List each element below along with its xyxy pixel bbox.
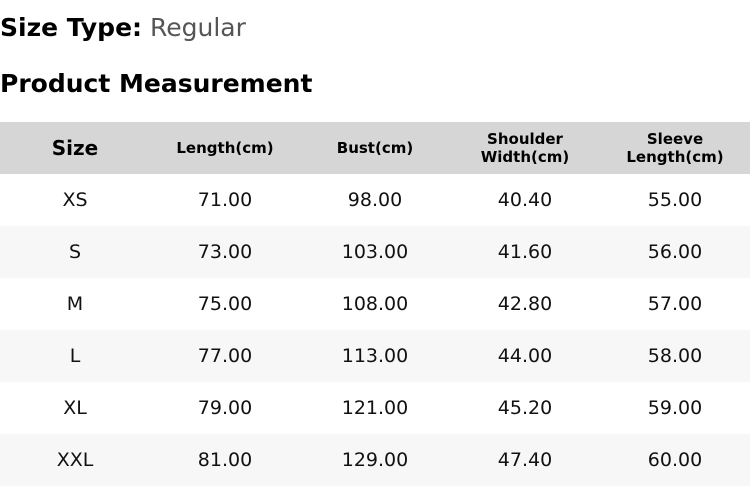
cell-sleeve-length: 60.00 <box>647 449 703 471</box>
cell-length: 77.00 <box>197 345 253 367</box>
header-shoulder-width-label: Shoulder Width(cm) <box>480 130 570 166</box>
table-row: XS 71.00 98.00 40.40 55.00 <box>0 174 750 226</box>
cell-size: XL <box>63 397 87 419</box>
cell-sleeve-length: 55.00 <box>647 189 703 211</box>
cell-shoulder-width: 40.40 <box>497 189 553 211</box>
cell-bust: 103.00 <box>341 241 409 263</box>
cell-length: 73.00 <box>197 241 253 263</box>
table-header-row: Size Length(cm) Bust(cm) Shoulder Width(… <box>0 122 750 174</box>
cell-shoulder-width: 42.80 <box>497 293 553 315</box>
cell-size: S <box>68 241 82 263</box>
header-length: Length(cm) <box>176 139 274 157</box>
header-size: Size <box>51 136 99 160</box>
cell-bust: 98.00 <box>347 189 403 211</box>
cell-size: L <box>69 345 81 367</box>
cell-bust: 129.00 <box>341 449 409 471</box>
cell-length: 71.00 <box>197 189 253 211</box>
table-row: XL 79.00 121.00 45.20 59.00 <box>0 382 750 434</box>
cell-size: XXL <box>56 449 94 471</box>
table-row: M 75.00 108.00 42.80 57.00 <box>0 278 750 330</box>
cell-size: M <box>66 293 84 315</box>
cell-sleeve-length: 57.00 <box>647 293 703 315</box>
header-bust: Bust(cm) <box>336 139 414 157</box>
header-sleeve-length-label: Sleeve Length(cm) <box>626 130 724 166</box>
header-sleeve-length: Sleeve Length(cm) <box>600 122 750 174</box>
cell-length: 81.00 <box>197 449 253 471</box>
size-type-value: Regular <box>149 13 246 42</box>
cell-sleeve-length: 56.00 <box>647 241 703 263</box>
header-shoulder-width: Shoulder Width(cm) <box>450 122 600 174</box>
cell-shoulder-width: 47.40 <box>497 449 553 471</box>
cell-sleeve-length: 58.00 <box>647 345 703 367</box>
cell-shoulder-width: 45.20 <box>497 397 553 419</box>
cell-bust: 108.00 <box>341 293 409 315</box>
cell-bust: 121.00 <box>341 397 409 419</box>
cell-length: 75.00 <box>197 293 253 315</box>
table-row: XXL 81.00 129.00 47.40 60.00 <box>0 434 750 486</box>
cell-shoulder-width: 44.00 <box>497 345 553 367</box>
size-type-label: Size Type: <box>0 13 143 42</box>
cell-bust: 113.00 <box>341 345 409 367</box>
cell-sleeve-length: 59.00 <box>647 397 703 419</box>
measurement-table: Size Length(cm) Bust(cm) Shoulder Width(… <box>0 122 750 486</box>
cell-size: XS <box>62 189 88 211</box>
table-row: L 77.00 113.00 44.00 58.00 <box>0 330 750 382</box>
size-type: Size Type: Regular <box>0 12 246 44</box>
table-row: S 73.00 103.00 41.60 56.00 <box>0 226 750 278</box>
section-title: Product Measurement <box>0 69 313 98</box>
cell-length: 79.00 <box>197 397 253 419</box>
cell-shoulder-width: 41.60 <box>497 241 553 263</box>
